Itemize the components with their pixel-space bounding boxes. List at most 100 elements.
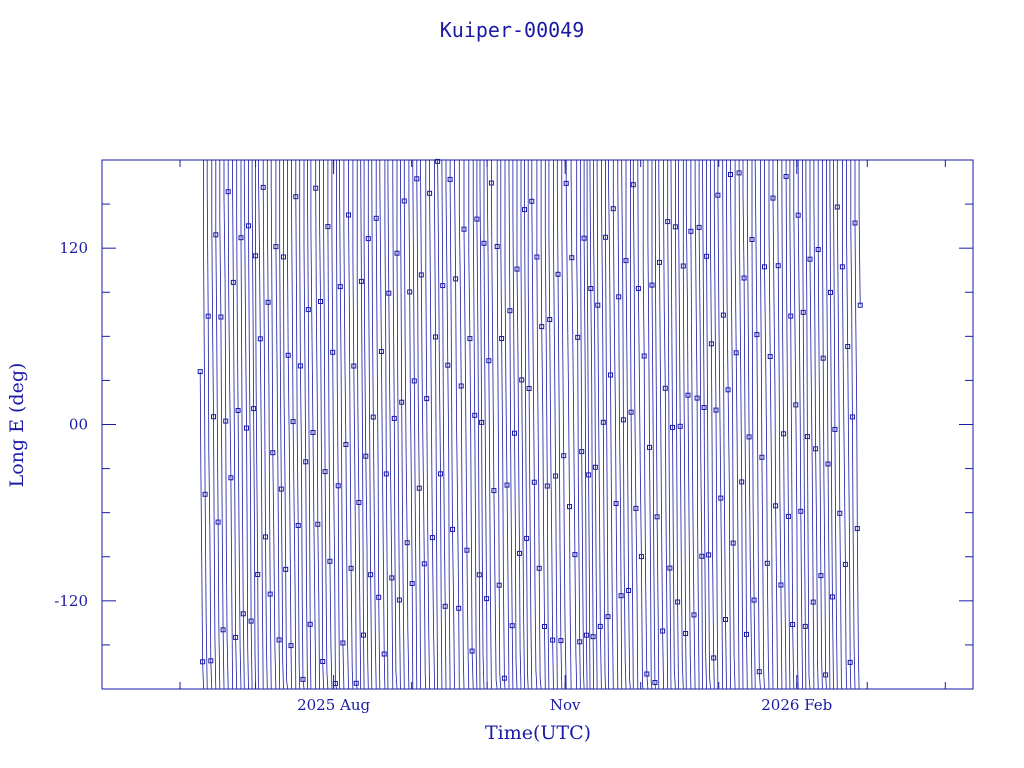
data-point	[759, 454, 765, 460]
data-point	[472, 412, 478, 418]
data-point	[499, 336, 505, 341]
data-point	[418, 272, 424, 278]
series-line	[726, 160, 731, 690]
data-point	[383, 471, 389, 477]
series-line	[593, 160, 598, 690]
data-point	[613, 501, 619, 506]
series-line	[658, 160, 664, 690]
data-point	[300, 676, 306, 682]
series-line	[836, 160, 843, 690]
series-line	[496, 160, 502, 690]
data-point	[715, 192, 721, 198]
series-line	[283, 160, 288, 690]
series-line	[243, 160, 249, 690]
data-point	[773, 503, 779, 509]
series-line	[531, 160, 538, 690]
series-line	[491, 160, 498, 690]
data-point	[447, 176, 453, 182]
x-axis-title: Time(UTC)	[485, 722, 591, 744]
series-line	[327, 160, 333, 690]
series-line	[295, 160, 301, 690]
series-line	[734, 160, 740, 690]
series-line	[343, 160, 349, 690]
data-point	[699, 553, 705, 559]
data-point	[290, 419, 296, 425]
data-point	[228, 475, 234, 481]
data-point	[238, 235, 244, 241]
series-line	[553, 160, 558, 690]
series-line	[472, 160, 478, 690]
series-line	[702, 160, 707, 690]
data-point	[708, 341, 714, 347]
data-point	[626, 588, 632, 593]
series-line	[392, 160, 398, 690]
x-axis: 2025 Aug Nov 2026 Feb	[179, 160, 946, 714]
data-point	[630, 182, 636, 188]
series-line	[403, 160, 410, 690]
data-point	[215, 519, 221, 525]
series-line	[608, 160, 614, 690]
data-point	[770, 195, 776, 201]
series-line	[802, 160, 807, 690]
series-line	[291, 160, 297, 690]
data-point	[514, 266, 520, 272]
data-point	[265, 299, 271, 305]
data-point	[411, 378, 417, 384]
series-line	[454, 160, 460, 690]
data-point	[775, 263, 781, 269]
series-line	[504, 160, 510, 690]
series-line	[387, 160, 394, 690]
data-point	[654, 514, 660, 520]
series-line	[630, 160, 634, 690]
series-line	[232, 160, 238, 690]
series-line	[458, 160, 465, 690]
series-line	[486, 160, 492, 690]
data-point	[330, 349, 336, 355]
data-point	[307, 621, 313, 627]
series-line	[203, 160, 208, 690]
data-point	[793, 402, 799, 408]
data-point	[442, 603, 448, 609]
data-point	[373, 215, 379, 221]
data-point	[288, 643, 294, 649]
data-point	[389, 575, 395, 581]
series-line	[479, 160, 485, 690]
data-point	[507, 308, 513, 314]
series-line	[339, 160, 345, 690]
series-line	[266, 160, 272, 690]
data-point	[723, 617, 728, 622]
data-point	[579, 449, 585, 455]
data-point	[343, 442, 349, 447]
series-line	[331, 160, 337, 690]
data-point	[778, 582, 784, 588]
series-line	[319, 160, 324, 690]
series-line	[826, 160, 831, 690]
data-point	[281, 254, 286, 260]
series-line	[710, 160, 715, 690]
data-point	[644, 671, 650, 677]
data-point	[421, 561, 427, 567]
data-point	[547, 317, 553, 322]
data-point	[496, 582, 502, 588]
data-point	[762, 264, 767, 270]
series-line	[685, 160, 692, 690]
x-tick-label: 2025 Aug	[297, 696, 370, 714]
data-point	[381, 651, 387, 657]
data-point	[802, 623, 808, 629]
series-line	[279, 160, 284, 690]
data-point	[618, 593, 624, 599]
series-line	[275, 160, 281, 690]
data-point	[315, 521, 321, 527]
data-point	[433, 334, 438, 340]
series-line	[768, 160, 774, 690]
data-point	[416, 485, 422, 491]
data-point	[248, 618, 254, 624]
data-point	[285, 352, 291, 358]
data-point	[608, 372, 613, 378]
series-line	[367, 160, 373, 690]
data-point	[713, 407, 719, 413]
data-point	[353, 680, 359, 686]
data-point	[522, 207, 527, 213]
data-point	[376, 594, 382, 600]
